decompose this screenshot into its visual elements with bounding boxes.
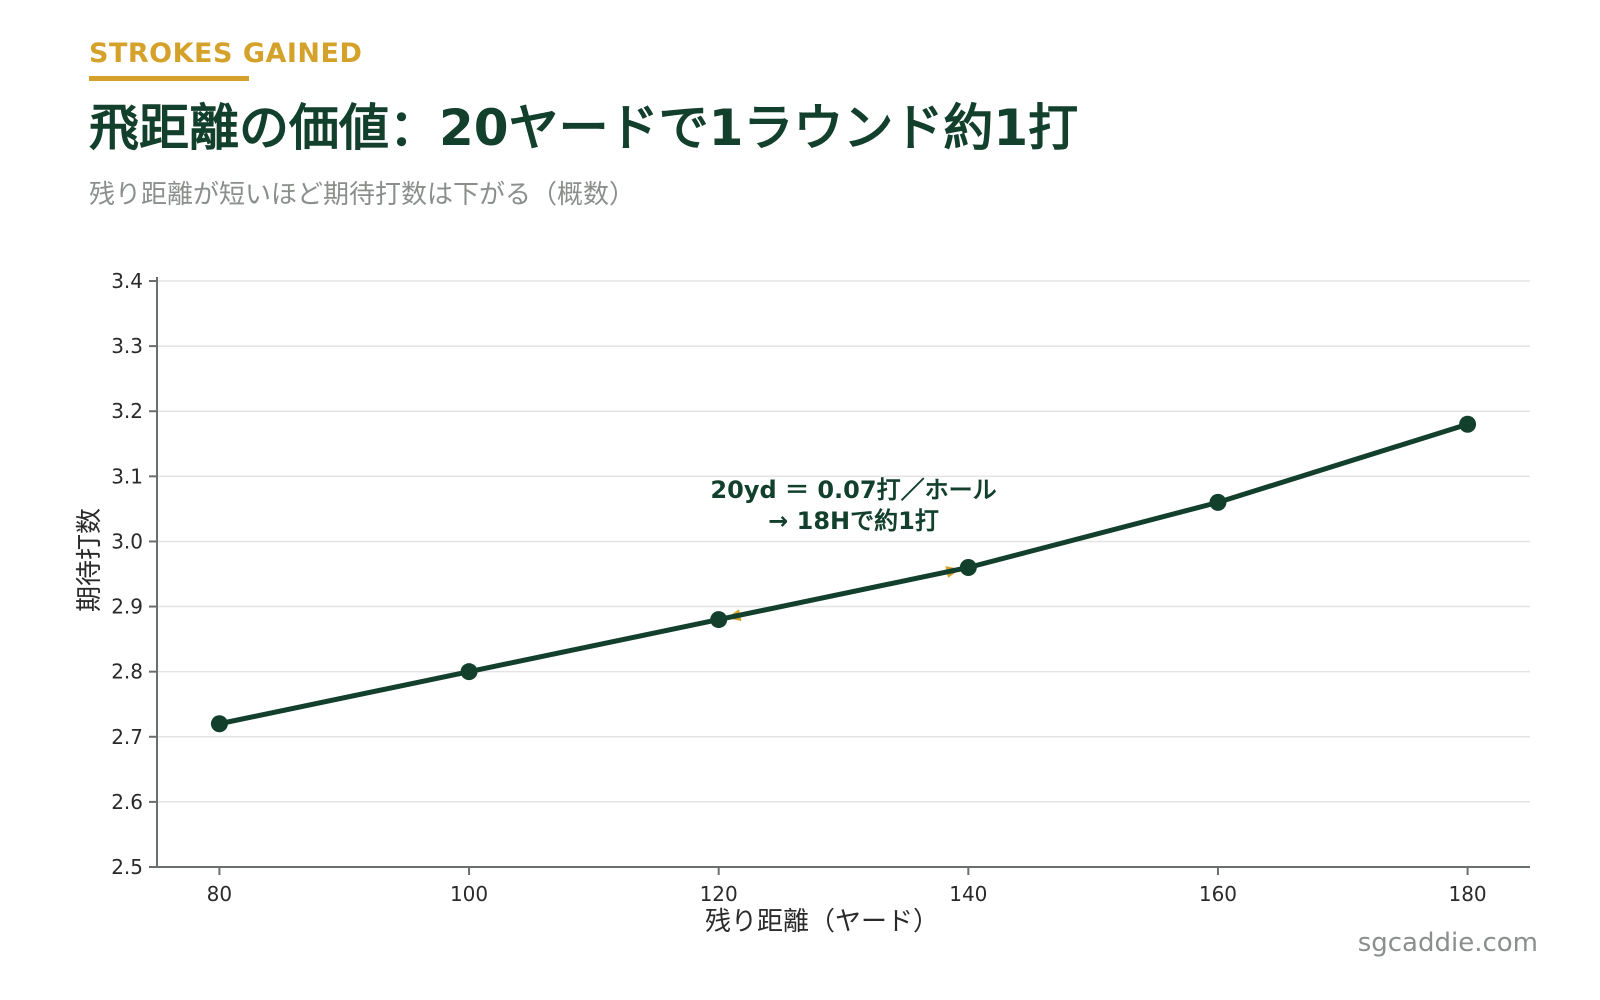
x-tick-label: 120 [700, 882, 738, 906]
series-group [210, 415, 1477, 733]
data-point [210, 715, 228, 733]
data-point [460, 663, 478, 681]
annotation-text-line2: → 18Hで約1打 [768, 507, 939, 535]
data-point [1209, 493, 1227, 511]
y-tick-label: 3.1 [111, 464, 143, 488]
y-tick-label: 2.5 [111, 855, 143, 879]
chart-subtitle: 残り距離が短いほど期待打数は下がる（概数） [89, 180, 636, 210]
x-tick-label: 160 [1199, 882, 1237, 906]
y-tick-label: 3.3 [111, 334, 143, 358]
y-tick-labels: 2.5 2.6 2.7 2.8 2.9 3.0 3.1 3.2 3.3 3.4 [111, 269, 143, 879]
x-tick-label: 180 [1448, 882, 1486, 906]
x-tick-label: 100 [450, 882, 488, 906]
axes [149, 277, 1530, 875]
y-axis-title: 期待打数 [75, 508, 105, 612]
data-point [959, 558, 977, 576]
site-credit: sgcaddie.com [1357, 928, 1538, 958]
y-tick-label: 2.9 [111, 595, 143, 619]
y-tick-label: 2.6 [111, 790, 143, 814]
y-tick-label: 3.0 [111, 529, 143, 553]
x-tick-label: 80 [207, 882, 232, 906]
x-axis-title: 残り距離（ヤード） [705, 907, 939, 937]
kicker-label: STROKES GAINED [89, 38, 363, 69]
series-line [216, 421, 1471, 727]
kicker-underline [89, 76, 249, 81]
data-point [1459, 415, 1477, 433]
y-tick-label: 2.8 [111, 660, 143, 684]
y-tick-label: 3.2 [111, 399, 143, 423]
x-tick-label: 140 [949, 882, 987, 906]
data-point [710, 611, 728, 629]
chart-title: 飛距離の価値：20ヤードで1ラウンド約1打 [89, 99, 1079, 157]
gridlines [157, 280, 1530, 868]
y-tick-label: 3.4 [111, 269, 143, 293]
y-tick-label: 2.7 [111, 725, 143, 749]
annotation-text-line1: 20yd ＝ 0.07打／ホール [710, 476, 996, 504]
x-tick-labels: 80 100 120 140 160 180 [207, 882, 1487, 906]
annotation-group: 20yd ＝ 0.07打／ホール → 18Hで約1打 [710, 476, 997, 621]
